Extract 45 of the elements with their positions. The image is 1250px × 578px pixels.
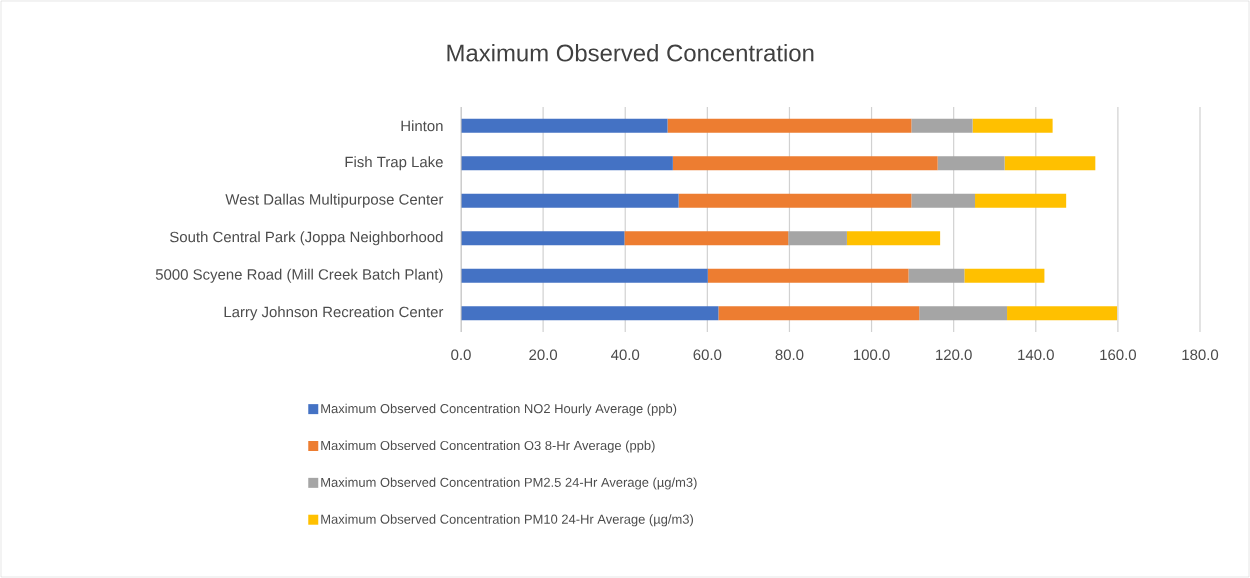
bar bbox=[975, 193, 1067, 208]
bar bbox=[919, 306, 1008, 321]
bar bbox=[461, 231, 625, 246]
bar bbox=[678, 193, 912, 208]
bar bbox=[911, 118, 973, 133]
bar bbox=[964, 268, 1045, 283]
bar bbox=[908, 268, 965, 283]
x-tick-label: 180.0 bbox=[1182, 349, 1219, 361]
x-tick-label: 60.0 bbox=[693, 349, 722, 361]
bar bbox=[846, 231, 941, 246]
legend-label: Maximum Observed Concentration NO2 Hourly Average (ppb) bbox=[321, 403, 677, 416]
bar bbox=[461, 193, 679, 208]
x-tick-label: 100.0 bbox=[854, 349, 890, 361]
bar bbox=[1004, 156, 1096, 171]
bar bbox=[937, 156, 1005, 171]
legend-label: Maximum Observed Concentration PM10 24-Hr Average (µg/m3) bbox=[321, 514, 693, 527]
x-tick-label: 140.0 bbox=[1018, 349, 1054, 361]
bar bbox=[461, 268, 708, 283]
bar bbox=[461, 118, 668, 133]
x-tick-label: 120.0 bbox=[936, 349, 972, 361]
y-tick-label: West Dallas Multipurpose Center bbox=[225, 193, 444, 208]
bar bbox=[461, 306, 719, 321]
y-tick-label: Fish Trap Lake bbox=[345, 156, 443, 171]
x-tick-label: 80.0 bbox=[775, 349, 804, 361]
bar bbox=[707, 268, 909, 283]
x-tick-label: 160.0 bbox=[1100, 349, 1136, 361]
bar bbox=[624, 231, 789, 246]
bar bbox=[788, 231, 847, 246]
bar bbox=[1007, 306, 1118, 321]
x-tick-label: 40.0 bbox=[611, 349, 640, 361]
legend-label: Maximum Observed Concentration O3 8-Hr Average (ppb) bbox=[321, 440, 655, 453]
bar bbox=[718, 306, 920, 321]
bar bbox=[972, 118, 1053, 133]
bar bbox=[461, 156, 673, 171]
bar bbox=[911, 193, 976, 208]
y-tick-label: South Central Park (Joppa Neighborhood bbox=[170, 231, 443, 246]
chart-title: Maximum Observed Concentration bbox=[447, 43, 814, 62]
y-tick-label: 5000 Scyene Road (Mill Creek Batch Plant) bbox=[155, 268, 443, 283]
legend-label: Maximum Observed Concentration PM2.5 24-Hr Average (µg/m3) bbox=[321, 477, 697, 490]
x-tick-label: 0.0 bbox=[451, 349, 471, 361]
x-tick-label: 20.0 bbox=[529, 349, 558, 361]
bar bbox=[667, 118, 912, 133]
bar bbox=[672, 156, 938, 171]
y-tick-label: Larry Johnson Recreation Center bbox=[224, 306, 444, 321]
y-tick-label: Hinton bbox=[401, 120, 443, 132]
